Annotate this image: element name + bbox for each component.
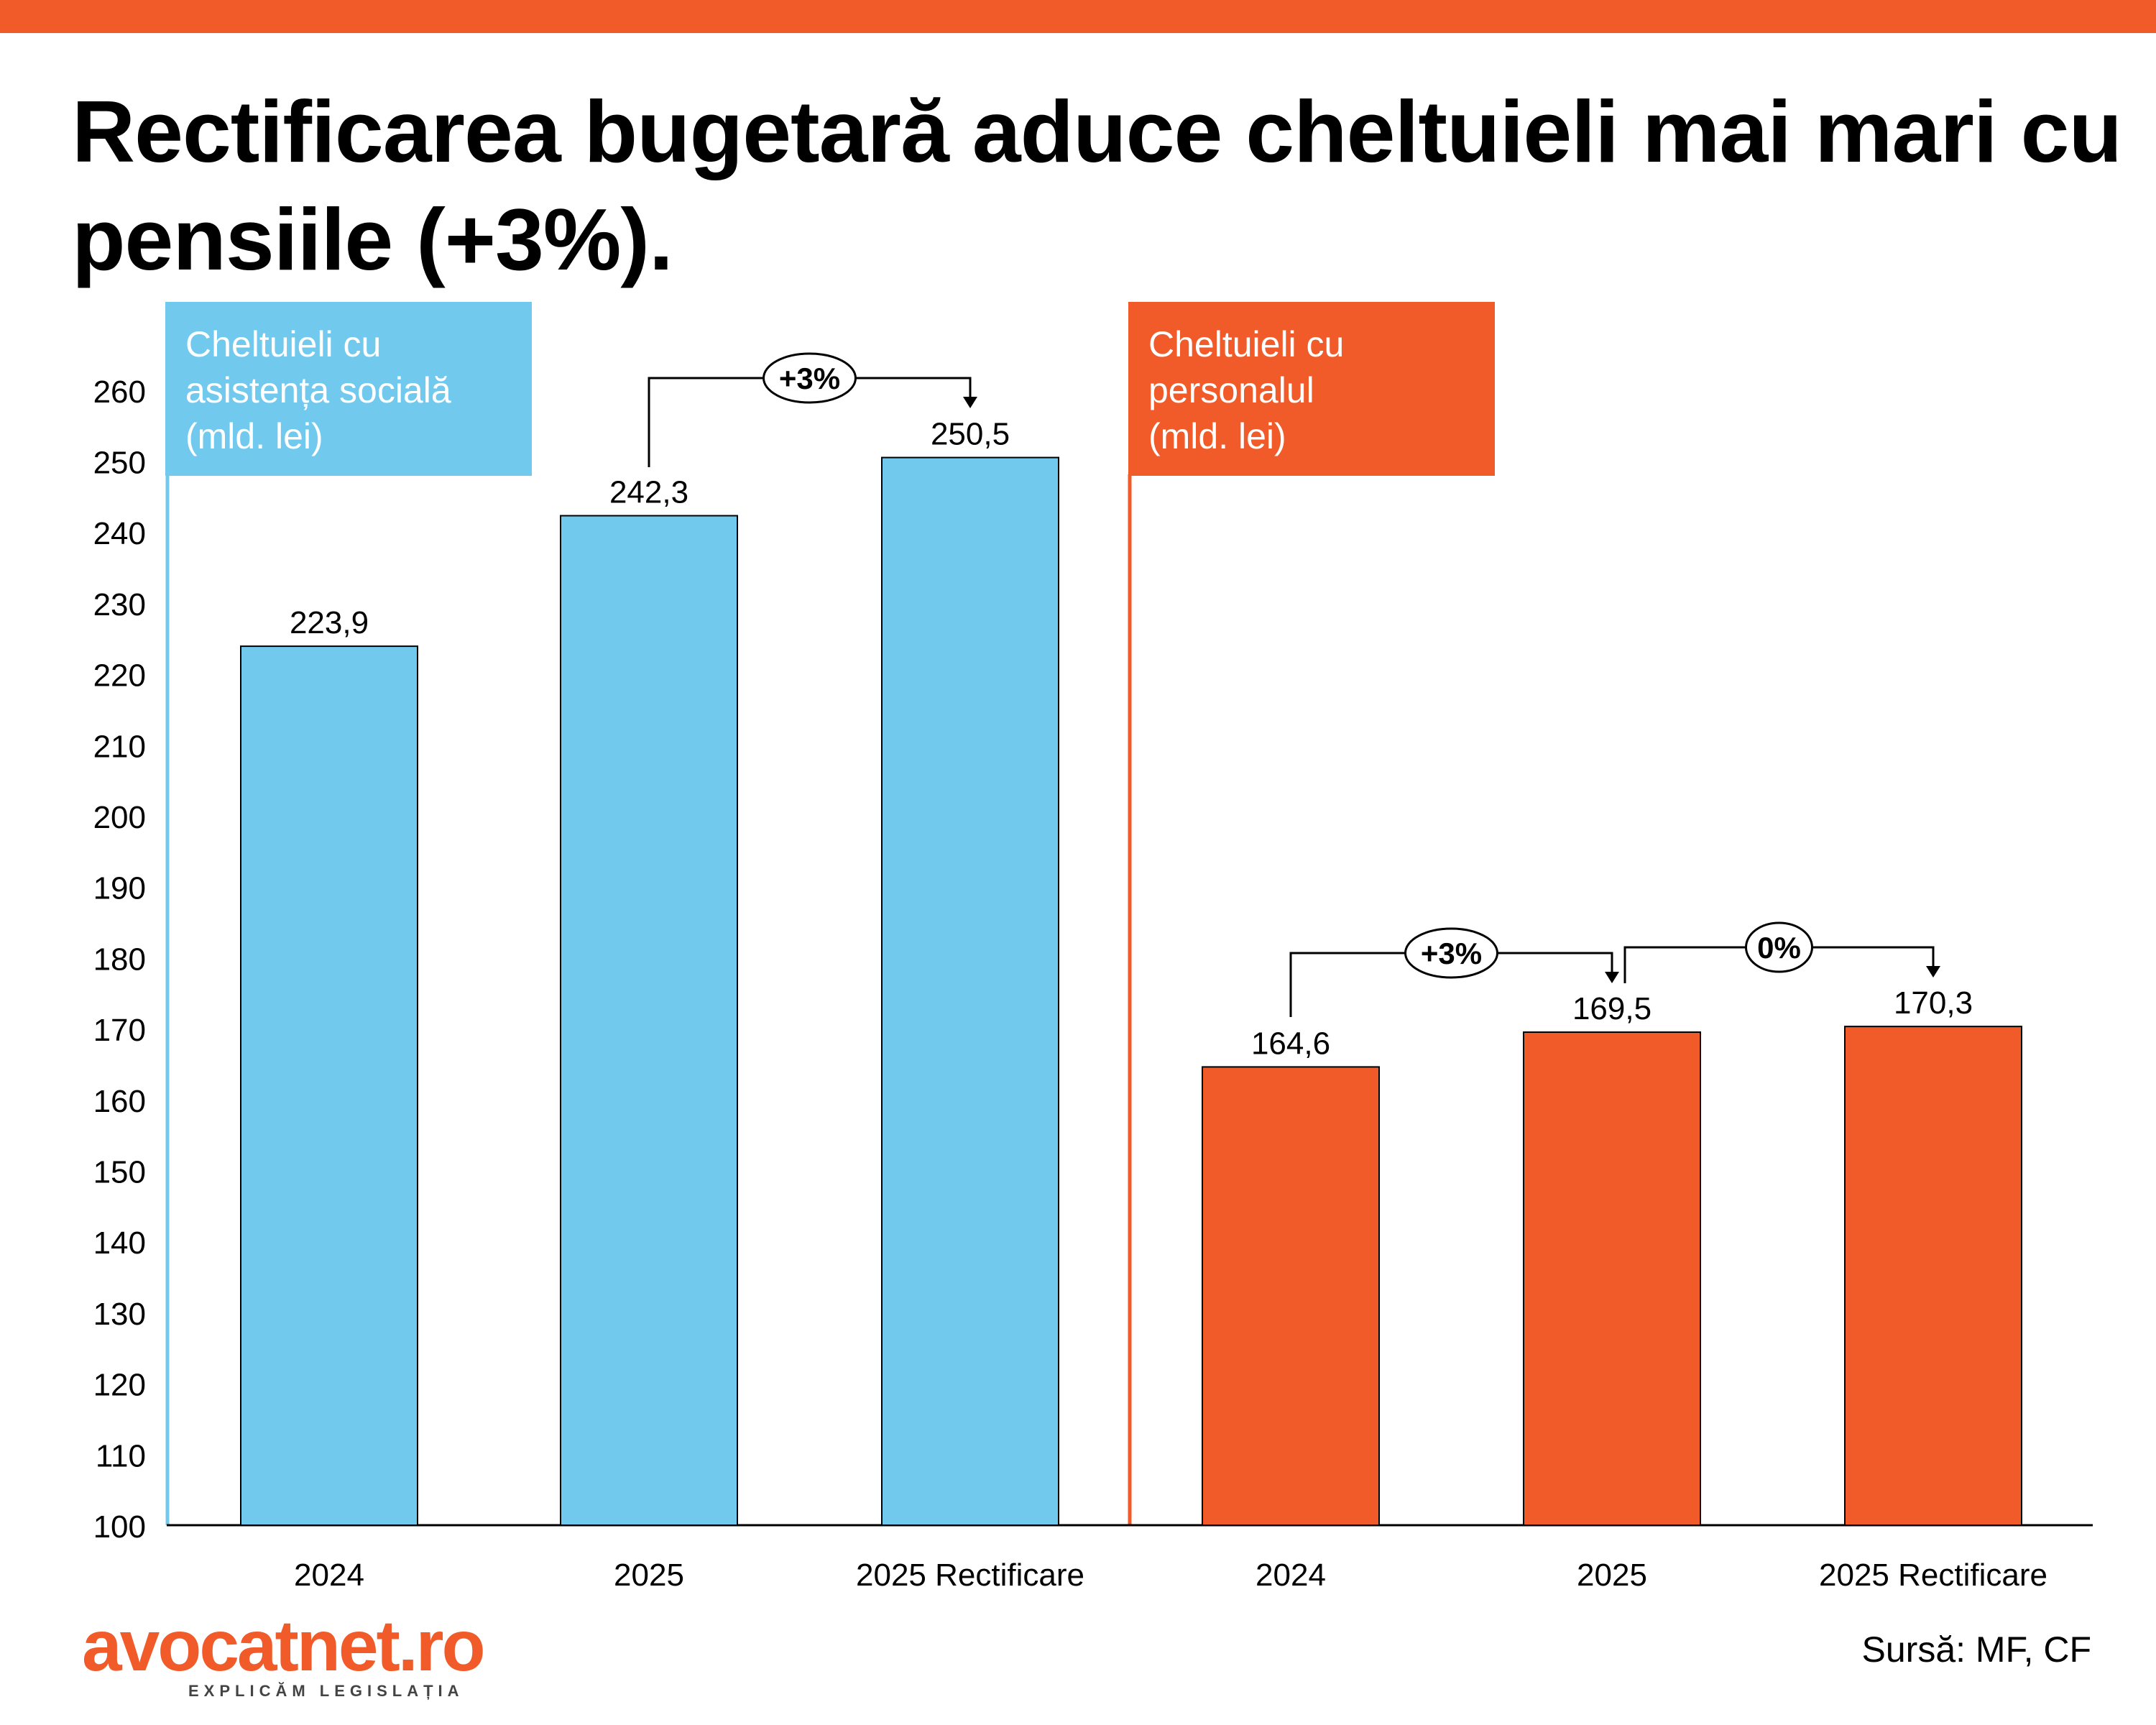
logo-wordmark: avocatnet.ro xyxy=(82,1606,486,1686)
bar-value-label: 170,3 xyxy=(1894,985,1973,1021)
bar xyxy=(240,645,418,1526)
change-oval xyxy=(1404,927,1498,979)
x-tick-label: 2025 Rectificare xyxy=(1819,1558,2047,1593)
y-tick-label: 120 xyxy=(93,1368,146,1403)
top-accent-bar xyxy=(0,0,2156,33)
change-oval xyxy=(1745,921,1813,973)
y-tick-label: 140 xyxy=(93,1225,146,1261)
group-label-text: Cheltuieli cu xyxy=(1148,324,1344,364)
group-label-text: personalul xyxy=(1148,370,1314,410)
bar-value-label: 223,9 xyxy=(290,605,369,640)
bar-value-label: 169,5 xyxy=(1572,991,1651,1026)
y-tick-label: 220 xyxy=(93,658,146,694)
bar-value-label: 164,6 xyxy=(1251,1026,1330,1061)
bar-value-label: 242,3 xyxy=(609,474,688,510)
group-label-text: (mld. lei) xyxy=(185,416,323,456)
avocatnet-logo: avocatnet.ro EXPLICĂM LEGISLAȚIA xyxy=(82,1606,486,1700)
bar-value-label: 250,5 xyxy=(931,417,1010,452)
y-tick-label: 170 xyxy=(93,1013,146,1048)
x-tick-label: 2024 xyxy=(1256,1558,1326,1593)
bar xyxy=(560,515,738,1526)
chart-title: Rectificarea bugetară aduce cheltuieli m… xyxy=(72,83,2122,288)
y-tick-label: 260 xyxy=(93,374,146,410)
y-tick-label: 150 xyxy=(93,1155,146,1190)
change-arrowhead xyxy=(963,397,977,408)
y-tick-label: 240 xyxy=(93,516,146,551)
group-label-text: asistența socială xyxy=(185,370,451,410)
source-note: Sursă: MF, CF xyxy=(1861,1629,2091,1670)
y-tick-label: 190 xyxy=(93,871,146,906)
change-arrowhead xyxy=(1926,966,1940,978)
bar xyxy=(1523,1031,1701,1527)
y-tick-label: 210 xyxy=(93,729,146,764)
bar xyxy=(1202,1066,1380,1526)
y-tick-label: 180 xyxy=(93,942,146,977)
y-tick-label: 160 xyxy=(93,1084,146,1119)
y-tick-label: 250 xyxy=(93,446,146,481)
y-tick-label: 100 xyxy=(93,1509,146,1545)
x-tick-label: 2025 Rectificare xyxy=(856,1558,1084,1593)
change-oval xyxy=(763,352,857,404)
change-label: +3% xyxy=(779,362,840,395)
y-tick-label: 110 xyxy=(96,1438,146,1473)
y-tick-label: 230 xyxy=(93,587,146,622)
x-tick-label: 2024 xyxy=(294,1558,364,1593)
bar xyxy=(1844,1026,2022,1527)
y-tick-label: 200 xyxy=(93,800,146,835)
change-label: 0% xyxy=(1757,931,1801,965)
logo-tagline: EXPLICĂM LEGISLAȚIA xyxy=(188,1682,464,1700)
group-label-box xyxy=(165,302,532,476)
group-label-text: (mld. lei) xyxy=(1148,416,1286,456)
x-tick-label: 2025 xyxy=(1577,1558,1647,1593)
y-tick-label: 130 xyxy=(93,1297,146,1332)
group-label-text: Cheltuieli cu xyxy=(185,324,381,364)
change-arrowhead xyxy=(1605,972,1619,983)
change-label: +3% xyxy=(1421,937,1482,970)
x-tick-label: 2025 xyxy=(614,1558,684,1593)
bar xyxy=(881,456,1059,1527)
group-label-box xyxy=(1128,302,1495,476)
